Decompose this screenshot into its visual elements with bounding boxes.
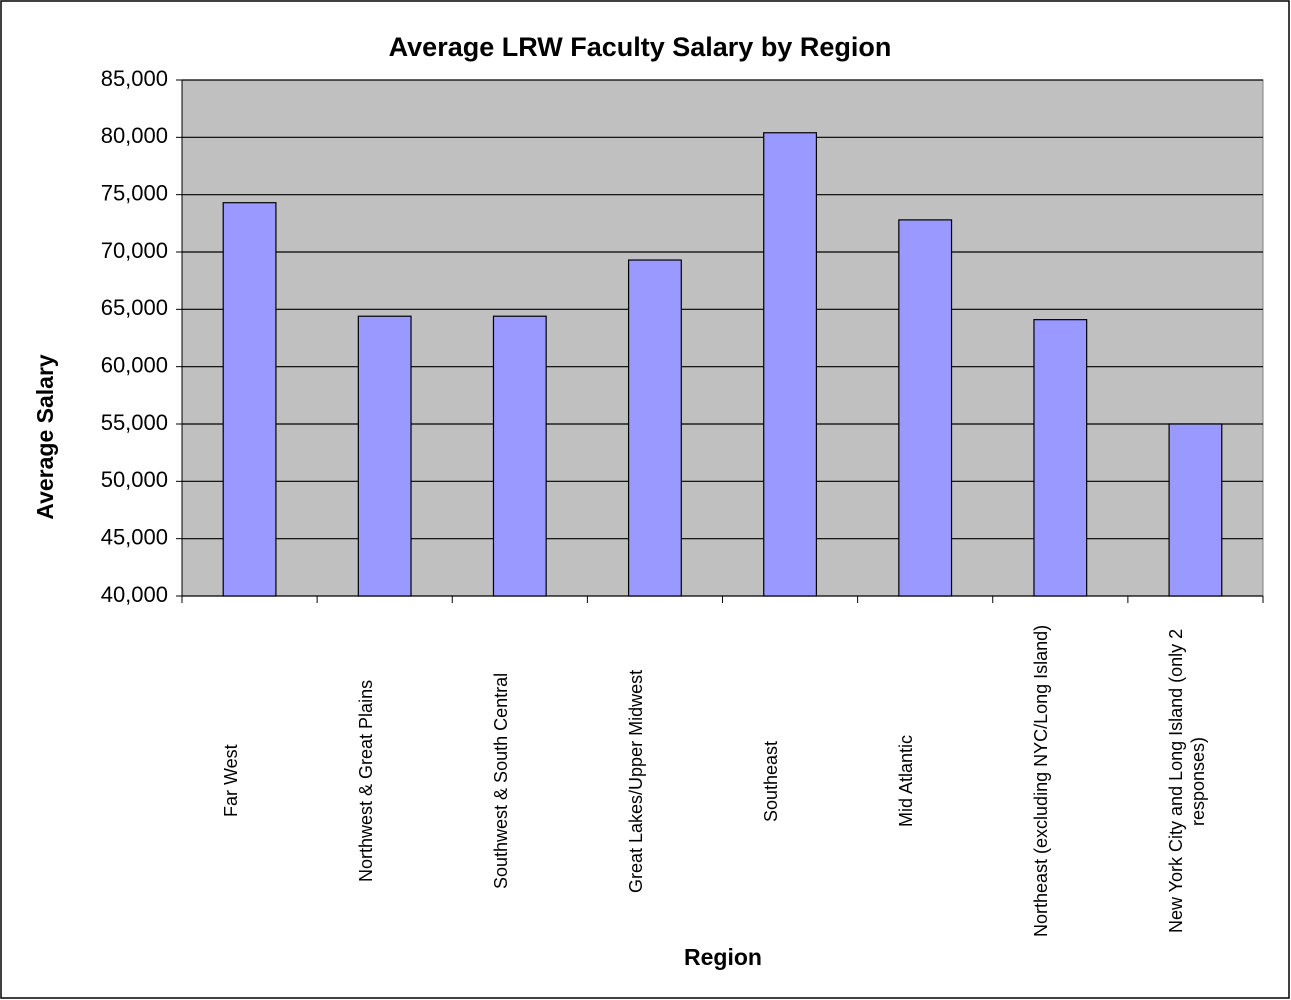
bar bbox=[492, 315, 547, 597]
x-tick-label: Northeast (excluding NYC/Long Island) bbox=[1031, 624, 1052, 938]
x-tick-label-box: New York City and Long Island (only 2 re… bbox=[1165, 616, 1225, 946]
x-tick-label: Great Lakes/Upper Midwest bbox=[625, 669, 646, 893]
x-tick-label-box: Northeast (excluding NYC/Long Island) bbox=[1030, 616, 1090, 946]
y-tick-label: 65,000 bbox=[101, 295, 168, 320]
bar bbox=[1033, 319, 1088, 597]
bar bbox=[898, 219, 953, 597]
y-tick-label: 45,000 bbox=[101, 524, 168, 549]
y-tick-label: 55,000 bbox=[101, 410, 168, 435]
x-tick-label-box: Southeast bbox=[760, 616, 820, 946]
y-tick-label: 75,000 bbox=[101, 180, 168, 205]
x-tick-label: Mid Atlantic bbox=[896, 734, 917, 828]
y-tick-label: 50,000 bbox=[101, 467, 168, 492]
x-tick-label-box: Southwest & South Central bbox=[490, 616, 550, 946]
y-tick-label: 85,000 bbox=[101, 66, 168, 91]
x-tick-label: Far West bbox=[220, 744, 241, 818]
x-tick-label-box: Mid Atlantic bbox=[895, 616, 955, 946]
bar bbox=[627, 259, 682, 597]
bar bbox=[357, 315, 412, 597]
x-tick-label: Southwest & South Central bbox=[490, 672, 511, 890]
y-tick-label: 40,000 bbox=[101, 582, 168, 607]
chart-title: Average LRW Faculty Salary by Region bbox=[389, 32, 892, 62]
x-tick-label-box: Far West bbox=[220, 616, 280, 946]
bar bbox=[1168, 423, 1223, 597]
plot-area bbox=[181, 79, 1264, 597]
y-axis-label: Average Salary bbox=[32, 354, 58, 520]
x-axis-label: Region bbox=[684, 944, 762, 970]
x-tick-label: Southeast bbox=[761, 740, 782, 822]
y-tick-label: 60,000 bbox=[101, 352, 168, 377]
x-tick-label: Northwest & Great Plains bbox=[355, 679, 376, 883]
x-tick-label-box: Northwest & Great Plains bbox=[355, 616, 415, 946]
y-tick-label: 80,000 bbox=[101, 123, 168, 148]
bar bbox=[763, 132, 818, 597]
y-tick-label: 70,000 bbox=[101, 238, 168, 263]
x-tick-label: New York City and Long Island (only 2 re… bbox=[1166, 628, 1209, 934]
x-tick-label-box: Great Lakes/Upper Midwest bbox=[625, 616, 685, 946]
bar bbox=[222, 202, 277, 597]
